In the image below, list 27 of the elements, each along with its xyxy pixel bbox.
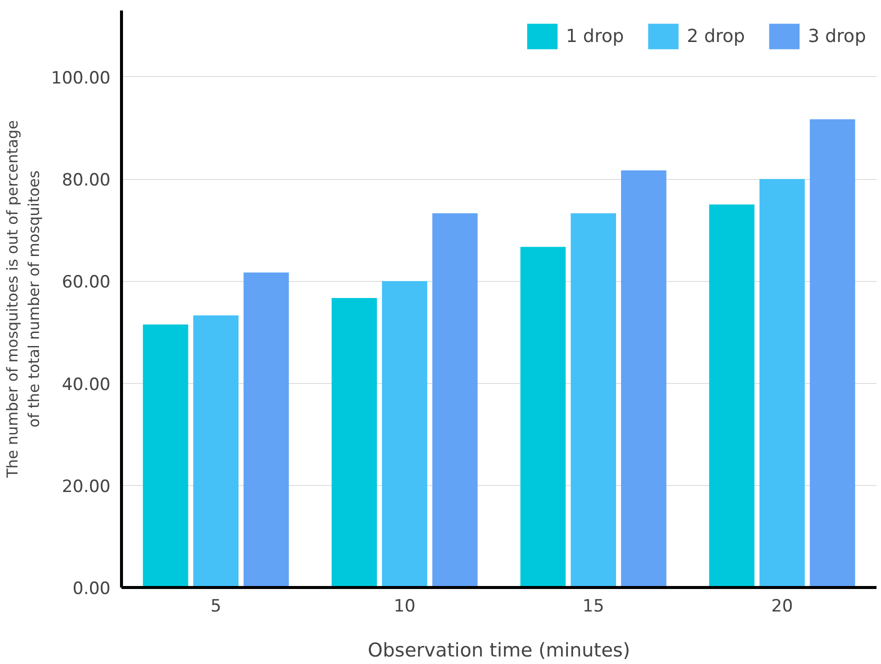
legend-label: 3 drop — [808, 26, 866, 46]
bar — [520, 246, 566, 588]
bar — [244, 272, 289, 588]
bar — [570, 213, 616, 588]
bar — [621, 170, 666, 588]
bar — [810, 119, 856, 588]
x-tick-label: 20 — [771, 596, 793, 616]
bar — [142, 324, 188, 588]
bar — [432, 213, 478, 588]
bar — [382, 281, 428, 588]
y-tick-label: 80.00 — [62, 170, 111, 191]
bar — [193, 315, 239, 588]
y-tick-label: 100.00 — [51, 68, 110, 88]
legend-label: 1 drop — [566, 26, 624, 46]
bar — [332, 298, 377, 588]
x-tick-label: 5 — [210, 596, 222, 616]
bar — [759, 179, 805, 588]
y-tick-label: 20.00 — [62, 476, 111, 497]
x-tick-label: 10 — [394, 596, 416, 616]
y-axis-title: The number of mosquitoes is out of percentage of the total number of mosquitoes — [3, 120, 44, 479]
y-tick-label: 0.00 — [72, 579, 111, 599]
legend-label: 2 drop — [686, 26, 745, 46]
y-tick-label: 60.00 — [62, 272, 111, 293]
bar — [709, 204, 754, 588]
x-tick-label: 15 — [582, 596, 604, 616]
x-axis-title: Observation time (minutes) — [368, 640, 630, 662]
y-tick-label: 40.00 — [62, 374, 111, 395]
